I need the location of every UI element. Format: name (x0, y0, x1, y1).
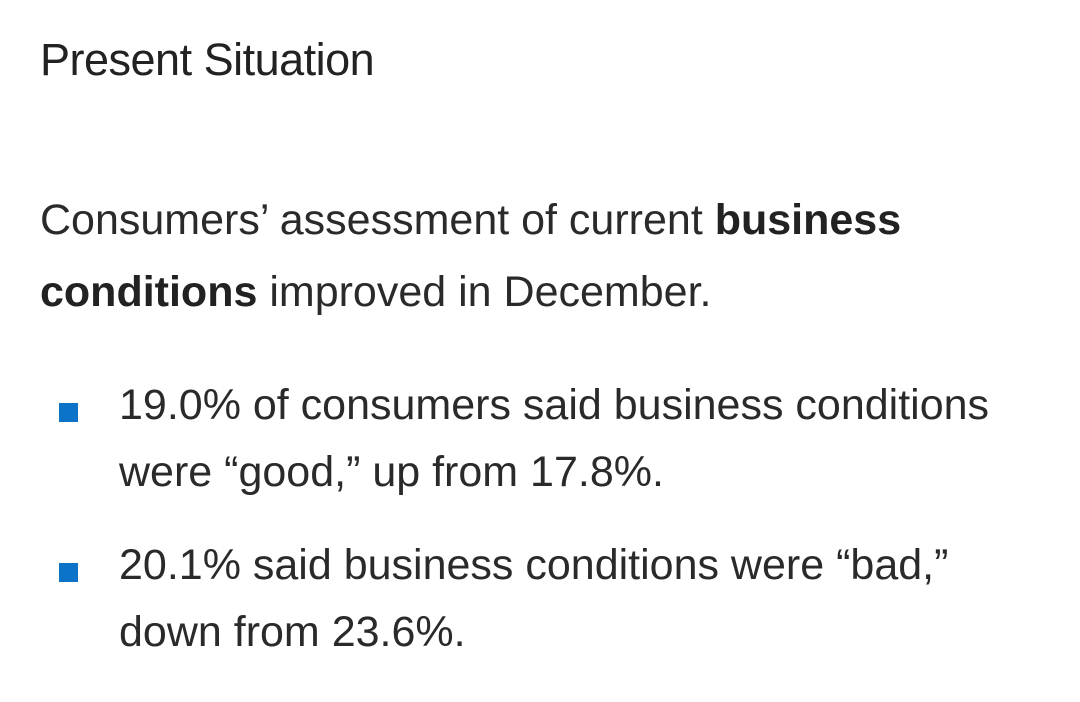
intro-emphasis: business conditions (40, 196, 902, 316)
bullet-item-bad: 20.1% said business conditions were “bad… (40, 532, 1030, 666)
section-heading: Present Situation (40, 34, 375, 85)
intro-text-part2: improved in December. (257, 268, 712, 316)
bullet-list: 19.0% of consumers said business conditi… (40, 372, 1030, 692)
bullet-item-good: 19.0% of consumers said business conditi… (40, 372, 1030, 506)
square-bullet-icon (59, 403, 78, 422)
intro-paragraph: Consumers’ assessment of current busines… (40, 184, 1000, 328)
square-bullet-icon (59, 563, 78, 582)
intro-text-part1: Consumers’ assessment of current (40, 196, 715, 244)
bullet-text-good: 19.0% of consumers said business conditi… (119, 381, 990, 496)
bullet-text-bad: 20.1% said business conditions were “bad… (119, 541, 949, 656)
